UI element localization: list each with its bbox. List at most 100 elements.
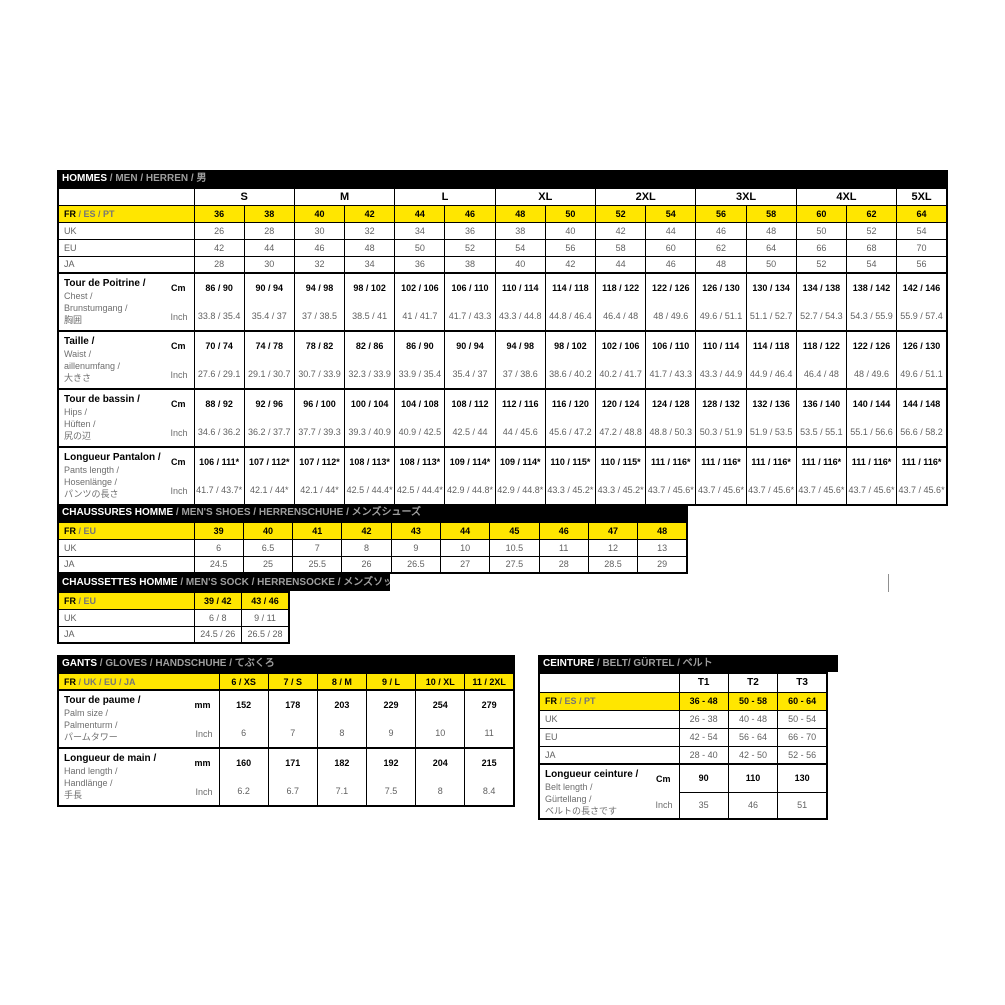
inch-value: 56.6 / 58.2 — [896, 418, 948, 448]
region-row-label: UK — [57, 538, 195, 557]
inch-value: 38.6 / 40.2 — [544, 360, 597, 390]
fr-size-value: 43 — [390, 521, 441, 540]
inch-value: 43.7 / 45.6* — [795, 476, 847, 506]
size-value: 26 — [341, 555, 392, 574]
fr-row-label: FR / UK / EU / JA — [57, 672, 220, 691]
size-group-header: L — [394, 187, 496, 206]
size-value: 40 - 48 — [727, 709, 779, 729]
cm-value: 108 / 112 — [444, 388, 496, 418]
corner-cell — [57, 187, 195, 206]
cm-value: 110 / 114 — [695, 330, 747, 360]
size-value: 68 — [845, 238, 898, 257]
inch-value: 37 / 38.5 — [293, 302, 346, 332]
fr-size-value: 7 / S — [267, 672, 318, 691]
region-row-label: JA — [57, 625, 195, 644]
size-value: 24.5 / 26 — [193, 625, 242, 644]
region-row-label: EU — [538, 727, 680, 747]
inch-value: 7.1 — [316, 777, 367, 807]
size-value: 27 — [439, 555, 491, 574]
measure-label-lines: Longueur ceinture / Belt length / Gürtella… — [540, 766, 678, 817]
size-value: 56 — [544, 238, 597, 257]
cm-value: 128 / 132 — [695, 388, 747, 418]
size-value: 46 — [695, 221, 747, 240]
mm-value: 279 — [464, 689, 515, 719]
cm-value: 130 — [777, 763, 828, 793]
measure-label-cell: Longueur Pantalon / Pants length / Hosenlä… — [57, 446, 195, 506]
cm-value: 126 / 130 — [695, 272, 747, 302]
measure-label-translation: Chest / — [64, 291, 93, 301]
cm-value: 90 / 94 — [243, 272, 295, 302]
belt-table: T1 T2 T3 FR / ES / PT 36 - 48 50 - 58 60 - 64 U… — [538, 672, 828, 820]
inch-value: 45.6 / 47.2 — [544, 418, 597, 448]
size-value: 50 — [795, 221, 847, 240]
size-value: 48 — [695, 255, 747, 274]
size-value: 52 — [795, 255, 847, 274]
fr-size-value: 46 — [444, 204, 496, 223]
fr-size-value: 46 — [538, 521, 589, 540]
belt-size-header: T3 — [777, 672, 828, 693]
inch-value: 37 / 38.6 — [494, 360, 546, 390]
inch-value: 51.1 / 52.7 — [745, 302, 797, 332]
inch-value: 8 — [415, 777, 466, 807]
row-label-bold: FR — [64, 595, 76, 606]
size-value: 52 - 56 — [777, 745, 828, 765]
fr-size-value: 60 - 64 — [777, 691, 828, 711]
inch-value: 43.7 / 45.6* — [745, 476, 797, 506]
fr-size-value: 48 — [494, 204, 546, 223]
inch-value: 48 / 49.6 — [845, 360, 898, 390]
size-value: 28 - 40 — [678, 745, 729, 765]
fr-size-value: 40 — [293, 204, 346, 223]
stray-scan-mark — [888, 574, 889, 592]
cm-value: 102 / 106 — [394, 272, 446, 302]
measure-label-lines: Tour de paume / Palm size / Palmenturm / パー… — [59, 692, 218, 743]
cm-value: 94 / 98 — [293, 272, 346, 302]
size-value: 48 — [344, 238, 396, 257]
row-label-bold: FR — [545, 696, 557, 706]
size-value: 62 — [695, 238, 747, 257]
title-bold: CEINTURE — [543, 658, 595, 669]
gloves-section: GANTS / GLOVES / HANDSCHUHE / てぶくろ FR / … — [57, 655, 515, 807]
inch-value: 55.1 / 56.6 — [845, 418, 898, 448]
inch-value: 36.2 / 37.7 — [243, 418, 295, 448]
cm-value: 118 / 122 — [795, 330, 847, 360]
unit-bottom-label: Inch — [170, 428, 188, 438]
cm-value: 82 / 86 — [344, 330, 396, 360]
mm-value: 229 — [365, 689, 417, 719]
inch-value: 6 — [218, 719, 269, 749]
cm-value: 94 / 98 — [494, 330, 546, 360]
cm-value: 106 / 111* — [193, 446, 245, 476]
fr-size-value: 6 / XS — [218, 672, 269, 691]
title-bold: GANTS — [62, 658, 97, 669]
size-value: 32 — [293, 255, 346, 274]
measure-label-main: Tour de paume / — [64, 695, 141, 706]
size-value: 38 — [494, 221, 546, 240]
fr-row-label: FR / ES / PT — [57, 204, 195, 223]
inch-value: 41.7 / 43.3 — [444, 302, 496, 332]
size-value: 42 - 54 — [678, 727, 729, 747]
inch-value: 7.5 — [365, 777, 417, 807]
inch-value: 8 — [316, 719, 367, 749]
measure-label-lines: Tour de Poitrine / Chest / Brunstumgang / 胸… — [59, 275, 193, 326]
cm-value: 111 / 116* — [745, 446, 797, 476]
fr-size-value: 40 — [242, 521, 294, 540]
cm-value: 114 / 118 — [745, 330, 797, 360]
measure-label-translation: 手長 — [64, 790, 83, 800]
fr-size-value: 9 / L — [365, 672, 417, 691]
size-value: 10 — [439, 538, 491, 557]
fr-row-label: FR / ES / PT — [538, 691, 680, 711]
measure-label-translation: Hosenlänge / — [64, 477, 118, 487]
fr-size-value: 54 — [645, 204, 697, 223]
inch-value: 10 — [415, 719, 466, 749]
size-value: 28 — [193, 255, 245, 274]
inch-value: 46 — [727, 791, 779, 820]
inch-value: 48.8 / 50.3 — [645, 418, 697, 448]
size-value: 42 - 50 — [727, 745, 779, 765]
inch-value: 44 / 45.6 — [494, 418, 546, 448]
size-value: 6 — [193, 538, 244, 557]
inch-value: 46.4 / 48 — [795, 360, 847, 390]
size-value: 36 — [394, 255, 446, 274]
fr-size-value: 38 — [243, 204, 295, 223]
inch-value: 42.5 / 44 — [444, 418, 496, 448]
size-value: 64 — [745, 238, 797, 257]
